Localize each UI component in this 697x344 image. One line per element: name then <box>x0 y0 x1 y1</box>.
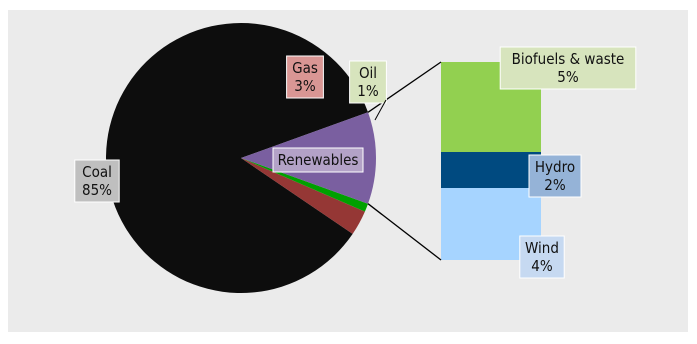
data-label-renewables: Renewables <box>272 147 364 173</box>
data-label-biofuels-waste-text-1: Biofuels & waste <box>512 50 625 68</box>
bar-segment-hydro <box>441 152 541 188</box>
data-label-coal-box <box>74 159 120 203</box>
data-label-hydro-text-2: 2% <box>544 176 566 194</box>
oil-label-leader-line <box>374 99 387 121</box>
data-label-gas-text-1: Gas <box>292 59 318 77</box>
connector-line-top <box>367 61 442 113</box>
data-label-wind-box <box>519 235 565 279</box>
data-label-biofuels-waste-box <box>499 46 637 90</box>
data-label-oil-text-1: Oil <box>359 64 377 82</box>
data-label-oil-box <box>349 60 387 104</box>
pie-slice-gas <box>241 158 365 234</box>
data-label-wind-text-1: Wind <box>525 239 559 257</box>
data-label-gas-box <box>286 55 324 99</box>
data-label-gas-text-2: 3% <box>294 77 316 95</box>
data-label-hydro-text-1: Hydro <box>535 158 575 176</box>
data-label-oil-text-2: 1% <box>357 82 379 100</box>
data-label-hydro-box <box>528 154 582 198</box>
data-label-biofuels-waste-text-2: 5% <box>557 68 579 86</box>
data-label-coal-text-2: 85% <box>82 181 112 199</box>
connector-line-bottom <box>367 203 442 261</box>
data-label-coal-text-1: Coal <box>82 163 112 181</box>
data-label-renewables-text-1: Renewables <box>278 151 359 169</box>
data-label-wind-text-2: 4% <box>531 257 553 275</box>
data-label-renewables-box <box>272 147 364 173</box>
